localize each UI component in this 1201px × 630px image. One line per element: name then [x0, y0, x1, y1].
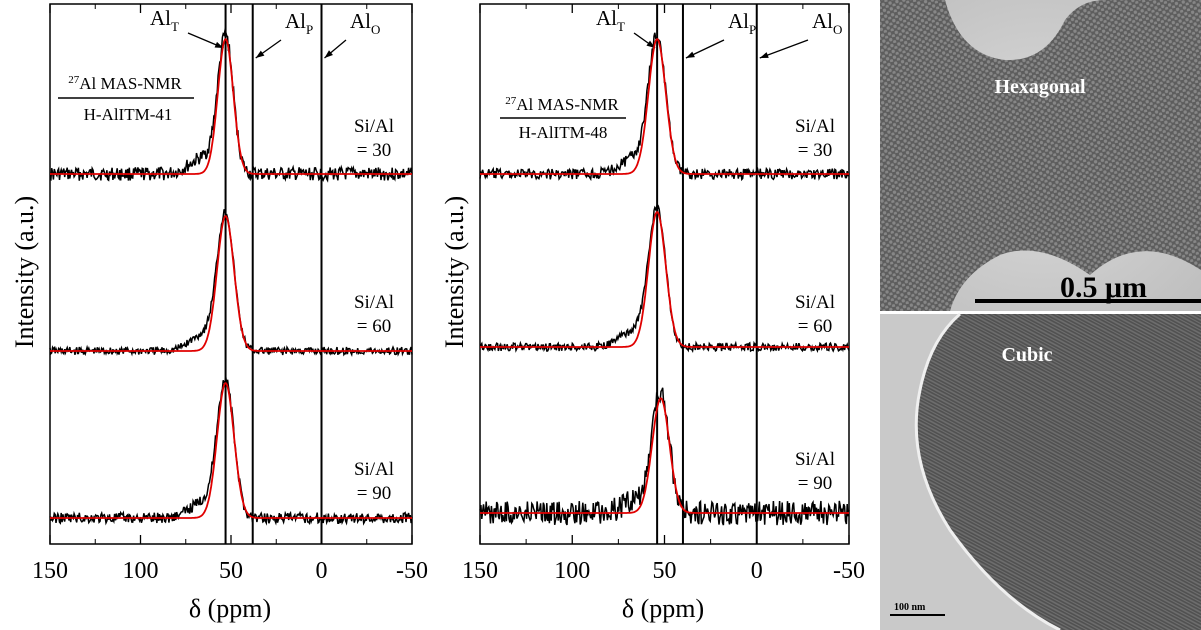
arrow-head	[759, 52, 769, 58]
reference-label: AlT	[596, 6, 625, 34]
svg-text:27Al MAS-NMR: 27Al MAS-NMR	[68, 74, 182, 93]
annotation-line2: H-AlITM-41	[84, 105, 173, 124]
experimental-spectrum	[479, 387, 850, 526]
experimental-spectrum	[479, 204, 850, 354]
series-label-line2: = 30	[357, 140, 391, 161]
nmr-annotation: 27Al MAS-NMR H-AlITM-48	[500, 95, 626, 142]
nmr-annotation: 27Al MAS-NMR H-AlITM-41	[58, 74, 194, 124]
particle-region	[880, 0, 1201, 311]
x-tick-label: 50	[219, 558, 243, 584]
reference-label: AlT	[150, 6, 179, 34]
x-axis-label: δ (ppm)	[189, 594, 271, 623]
fit-curve	[50, 215, 412, 352]
particle-region	[916, 314, 1201, 630]
x-tick-label: -50	[396, 558, 428, 584]
series-label-line1: Si/Al	[354, 292, 394, 313]
fit-curve	[480, 38, 849, 175]
fit-curve	[480, 397, 849, 514]
series-label-line2: = 90	[798, 473, 832, 494]
nmr-panel-2: Intensity (a.u.) 150 100 50 0 -50 AlT AlP AlO Si…	[440, 3, 865, 623]
reference-label: AlP	[728, 9, 756, 37]
x-tick-label: 100	[123, 558, 159, 584]
micrograph-label: Hexagonal	[994, 76, 1086, 98]
x-tick-label: 0	[751, 558, 763, 584]
series-label-line2: = 60	[357, 316, 391, 337]
series-label-line1: Si/Al	[354, 116, 394, 137]
x-axis-label: δ (ppm)	[622, 594, 704, 623]
fit-curve	[480, 211, 849, 348]
nmr-panel-1: Intensity (a.u.) 150 100 50 0 -50 AlT AlP AlO Si…	[10, 3, 428, 623]
reference-label: AlP	[285, 9, 313, 37]
reference-label: AlO	[812, 9, 842, 37]
annotation-line2: H-AlITM-48	[519, 123, 608, 142]
plot-area: 150 100 50 0 -50 AlT AlP AlO Si/Al = 30 Si/Al = 60 S…	[32, 3, 428, 584]
x-tick-label: 50	[653, 558, 677, 584]
annotation-line1: Al MAS-NMR	[516, 95, 619, 114]
reference-label: AlO	[350, 9, 380, 37]
x-tick-label: 150	[462, 558, 498, 584]
series-label-line1: Si/Al	[795, 292, 835, 313]
annotation-line1: Al MAS-NMR	[79, 74, 182, 93]
series-label-line2: = 30	[798, 140, 832, 161]
x-tick-label: -50	[833, 558, 865, 584]
y-axis-label: Intensity (a.u.)	[440, 196, 469, 348]
reference-arrow	[759, 39, 809, 59]
arrow-head	[255, 50, 265, 58]
x-tick-label: 100	[554, 558, 590, 584]
series-label-line2: = 90	[357, 483, 391, 504]
arrow-head	[324, 50, 333, 58]
isotope-superscript: 27	[505, 95, 517, 107]
arrow-head	[685, 51, 695, 58]
micrograph-label: Cubic	[1001, 344, 1052, 366]
scale-bar-label: 100 nm	[894, 602, 926, 613]
tem-micrograph-hexagonal: Hexagonal 0.5 μm	[880, 0, 1201, 311]
fit-curve	[50, 382, 412, 519]
x-tick-label: 0	[316, 558, 328, 584]
fit-curve	[50, 38, 412, 175]
y-axis-label: Intensity (a.u.)	[10, 196, 39, 348]
series-label-line1: Si/Al	[354, 459, 394, 480]
series-label-line2: = 60	[798, 316, 832, 337]
plot-area: 150 100 50 0 -50 AlT AlP AlO Si/Al = 30 Si/Al = 60 S…	[462, 3, 865, 584]
tem-micrograph-cubic: Cubic 100 nm	[880, 312, 1201, 630]
isotope-superscript: 27	[68, 74, 80, 86]
x-tick-label: 150	[32, 558, 68, 584]
scale-bar-label: 0.5 μm	[1060, 271, 1147, 304]
svg-text:27Al MAS-NMR: 27Al MAS-NMR	[505, 95, 619, 114]
series-label-line1: Si/Al	[795, 449, 835, 470]
series-label-line1: Si/Al	[795, 116, 835, 137]
